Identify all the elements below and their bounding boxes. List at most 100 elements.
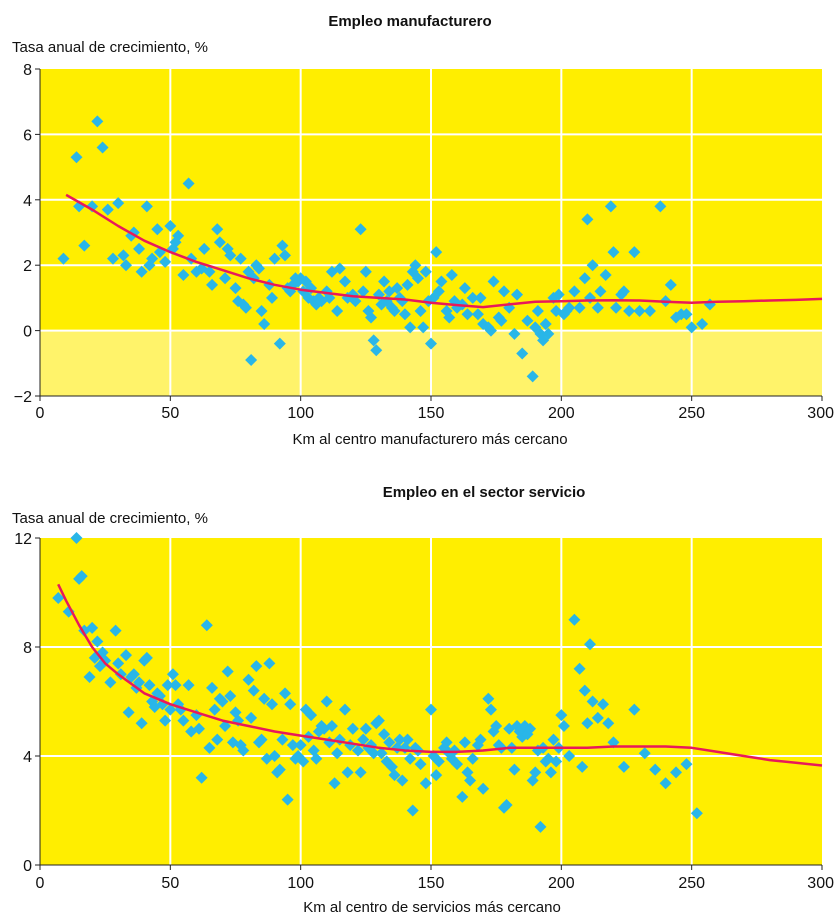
scatter-point xyxy=(521,314,534,327)
scatter-point xyxy=(591,711,604,724)
scatter-point xyxy=(539,318,552,331)
scatter-point xyxy=(349,295,362,308)
scatter-point xyxy=(396,774,409,787)
scatter-point xyxy=(404,321,417,334)
scatter-point xyxy=(127,668,140,681)
x-tick-label: 100 xyxy=(287,405,314,422)
y-tick-label: 2 xyxy=(23,258,32,275)
scatter-point xyxy=(623,304,636,317)
scatter-point xyxy=(91,635,104,648)
x-tick-label: 300 xyxy=(807,875,834,892)
scatter-point xyxy=(456,790,469,803)
scatter-point xyxy=(367,747,380,760)
y-tick-label: 12 xyxy=(14,531,32,548)
scatter-point xyxy=(487,275,500,288)
scatter-point xyxy=(117,249,130,262)
y-tick-label: 8 xyxy=(23,62,32,79)
scatter-point xyxy=(393,733,406,746)
scatter-point xyxy=(617,760,630,773)
scatter-point xyxy=(338,275,351,288)
scatter-point xyxy=(359,265,372,278)
scatter-point xyxy=(578,272,591,285)
x-ticks: 0 50 100 150 200 250 300 xyxy=(36,865,834,892)
scatter-point xyxy=(461,308,474,321)
scatter-point xyxy=(151,223,164,236)
x-tick-label: 0 xyxy=(36,405,45,422)
scatter-point xyxy=(133,242,146,255)
scatter-point xyxy=(101,203,114,216)
scatter-point xyxy=(234,252,247,265)
scatter-point xyxy=(279,249,292,262)
scatter-point xyxy=(680,308,693,321)
scatter-point xyxy=(466,291,479,304)
scatter-point xyxy=(557,720,570,733)
scatter-point xyxy=(584,638,597,651)
scatter-point xyxy=(112,657,125,670)
y-tick-label: 6 xyxy=(23,127,32,144)
scatter-point xyxy=(464,774,477,787)
scatter-point xyxy=(404,752,417,765)
scatter-point xyxy=(484,703,497,716)
scatter-point xyxy=(219,272,232,285)
scatter-point xyxy=(161,679,174,692)
scatter-point xyxy=(445,269,458,282)
x-axis-label: Km al centro de servicios más cercano xyxy=(303,899,561,916)
x-tick-label: 100 xyxy=(287,875,314,892)
scatter-point xyxy=(474,733,487,746)
scatter-point xyxy=(451,758,464,771)
scatter-point xyxy=(440,736,453,749)
scatter-point xyxy=(599,269,612,282)
scatter-point xyxy=(602,717,615,730)
scatter-point xyxy=(638,747,651,760)
scatter-point xyxy=(586,695,599,708)
scatter-point xyxy=(245,711,258,724)
scatter-point xyxy=(268,750,281,762)
scatter-point xyxy=(203,741,216,754)
scatter-point xyxy=(411,272,424,285)
x-tick-label: 250 xyxy=(678,405,705,422)
scatter-point xyxy=(106,252,119,265)
scatter-point xyxy=(547,733,560,746)
scatter-point xyxy=(86,621,99,634)
scatter-point xyxy=(401,278,414,291)
scatter-point xyxy=(497,285,510,298)
scatter-point xyxy=(425,337,437,350)
scatter-point xyxy=(112,197,125,210)
scatter-point xyxy=(252,262,265,275)
scatter-point xyxy=(401,733,414,746)
chart-panel-services: 0 50 100 150 200 250 300 0 4 8 12 Empleo en el sect… xyxy=(12,484,834,916)
scatter-point xyxy=(643,304,656,317)
scatter-point xyxy=(216,695,229,708)
scatter-point xyxy=(659,777,672,790)
scatter-point xyxy=(263,657,276,670)
scatter-point xyxy=(96,141,109,154)
scatter-point xyxy=(268,252,281,265)
scatter-point xyxy=(166,668,179,681)
scatter-point xyxy=(57,252,70,265)
scatter-point xyxy=(310,752,323,765)
y-tick-label: 0 xyxy=(23,858,32,875)
scatter-point xyxy=(75,570,88,583)
scatter-point xyxy=(508,327,521,340)
scatter-point xyxy=(482,692,495,705)
trend-line xyxy=(65,193,823,309)
scatter-point xyxy=(573,662,586,675)
scatter-point xyxy=(52,591,65,604)
scatter-point xyxy=(607,246,620,259)
scatter-point xyxy=(516,347,529,360)
scatter-point xyxy=(109,624,122,637)
scatter-point xyxy=(383,736,396,749)
scatter-point xyxy=(597,698,610,711)
scatter-point xyxy=(617,285,630,298)
scatter-point xyxy=(576,760,589,773)
scatter-point xyxy=(169,679,182,692)
scatter-point xyxy=(213,236,226,249)
scatter-point xyxy=(594,285,607,298)
scatter-point xyxy=(159,255,172,268)
scatter-point xyxy=(372,714,385,727)
scatter-point xyxy=(610,301,623,314)
scatter-point xyxy=(435,275,448,288)
scatter-point xyxy=(143,679,156,692)
scatter-point xyxy=(258,692,271,705)
